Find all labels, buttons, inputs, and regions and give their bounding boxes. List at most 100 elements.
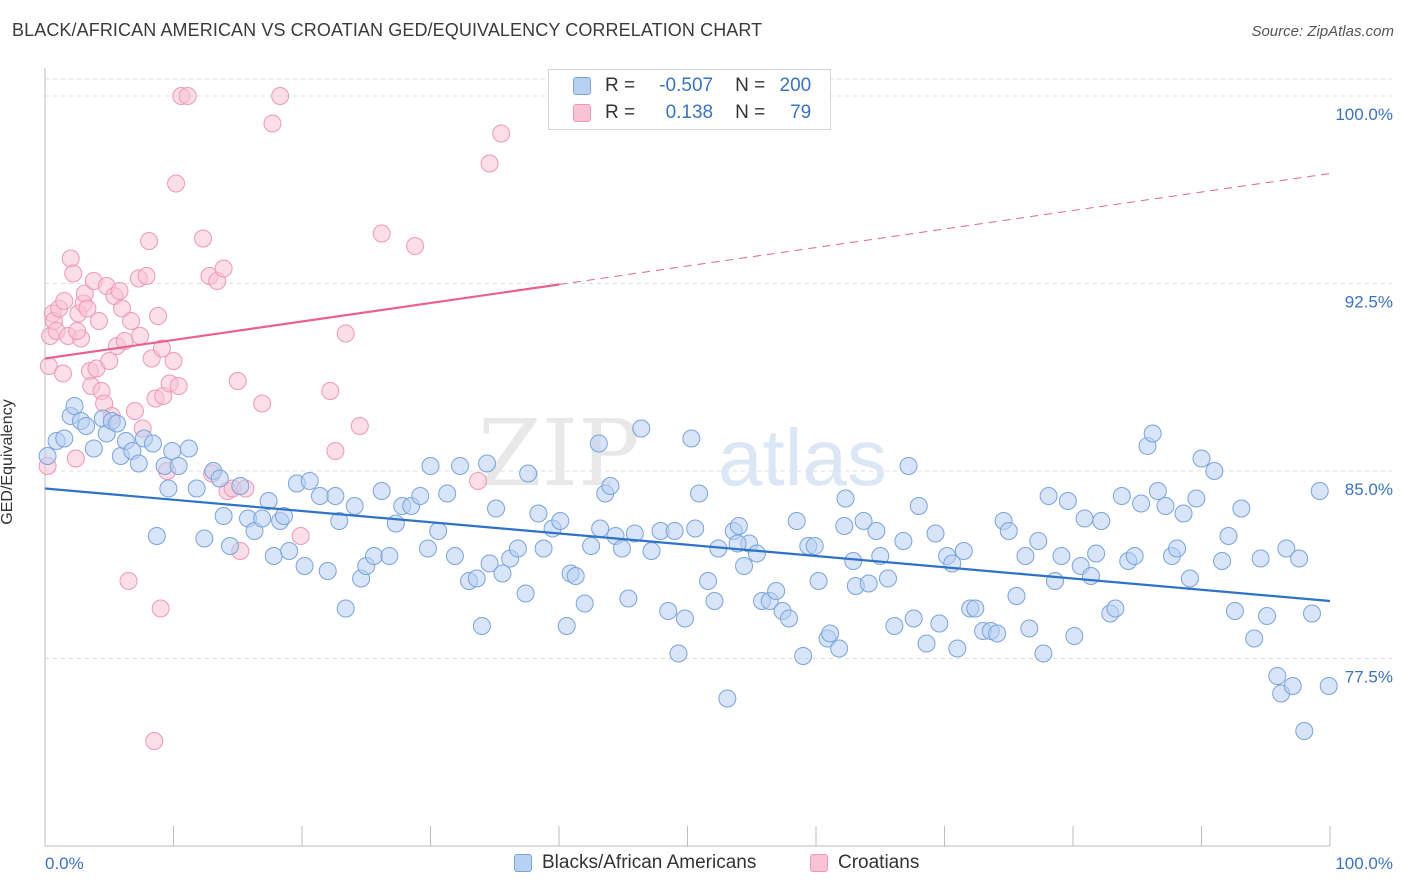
chart-title: BLACK/AFRICAN AMERICAN VS CROATIAN GED/E… <box>12 20 763 40</box>
blue-point <box>948 639 967 658</box>
y-tick-label: 77.5% <box>1345 668 1393 687</box>
blue-point <box>836 489 855 508</box>
blue-point <box>747 544 766 563</box>
blue-point <box>551 512 570 530</box>
blue-point <box>214 507 233 525</box>
blue-point <box>619 589 638 608</box>
pink-point <box>122 312 141 330</box>
blue-point <box>1303 604 1322 623</box>
blue-point <box>529 504 548 523</box>
blue-point <box>65 397 84 415</box>
pink-point <box>53 364 72 383</box>
pink-point <box>291 527 310 545</box>
blue-point <box>275 507 294 525</box>
blue-point <box>253 509 272 528</box>
blue-point <box>966 599 985 618</box>
blue-point <box>508 539 527 558</box>
blue-point <box>859 574 878 593</box>
pink-point <box>228 372 247 390</box>
legend-row-blue: R = -0.507 N = 200 <box>573 74 811 98</box>
blue-point <box>794 647 813 665</box>
blue-point <box>1112 487 1131 505</box>
pink-point <box>100 352 119 370</box>
blue-point <box>591 519 610 538</box>
blue-point <box>187 479 206 498</box>
blue-point <box>1058 492 1077 510</box>
blue-point <box>1034 644 1053 663</box>
blue-point <box>1251 549 1270 568</box>
blue-point <box>418 539 437 558</box>
blue-point <box>735 557 754 575</box>
blue-point <box>917 634 936 653</box>
blue-point <box>1132 494 1151 513</box>
blue-point <box>1039 487 1058 505</box>
pink-point <box>167 174 186 193</box>
blue-point <box>487 499 506 518</box>
blue-point <box>179 439 198 458</box>
tick-labels: 100.0% 92.5% 85.0% 77.5% 0.0% 100.0% <box>45 105 1393 873</box>
blue-point <box>575 594 594 613</box>
y-tick-label: 92.5% <box>1345 293 1393 312</box>
blue-point <box>787 512 806 530</box>
blue-point <box>805 537 824 555</box>
blue-point <box>878 569 897 588</box>
blue-point <box>1075 509 1094 528</box>
legend-r-value-blue: -0.507 <box>659 75 714 96</box>
legend-r-value-pink: 0.138 <box>665 102 714 123</box>
bottom-legend-swatch-pink <box>810 854 828 872</box>
legend-swatch-pink <box>573 104 591 122</box>
series-blacks-african-americans <box>38 397 1338 740</box>
blue-point <box>330 512 349 530</box>
pink-point <box>321 382 340 400</box>
blue-point <box>386 514 405 533</box>
pink-point <box>119 572 138 590</box>
blue-point <box>1020 619 1039 638</box>
blue-point <box>1277 539 1296 558</box>
trend-line-pink-extrapolated <box>558 173 1331 285</box>
pink-point <box>194 229 213 248</box>
blue-point <box>326 487 345 505</box>
blue-point <box>1029 532 1048 550</box>
blue-point <box>705 592 724 610</box>
blue-point <box>1087 544 1106 563</box>
blue-point <box>55 429 74 448</box>
blue-point <box>566 567 585 585</box>
correlation-legend: R = -0.507 N = 200 R = 0.138 N = 79 <box>548 69 831 130</box>
blue-point <box>445 547 464 565</box>
blue-point <box>926 524 945 543</box>
blue-point <box>345 497 364 515</box>
blue-point <box>143 434 162 453</box>
blue-point <box>665 522 684 540</box>
bottom-legend-swatch-blue <box>514 854 532 872</box>
blue-point <box>659 602 678 620</box>
blue-point <box>438 484 457 503</box>
blue-point <box>467 569 486 588</box>
blue-point <box>885 617 904 635</box>
series-croatians <box>38 87 511 750</box>
pink-point <box>151 599 170 618</box>
blue-point <box>159 479 178 498</box>
blue-point <box>195 529 214 548</box>
blue-point <box>867 522 886 540</box>
blue-point <box>988 624 1007 643</box>
blue-point <box>1245 629 1264 648</box>
blue-point <box>686 519 705 538</box>
blue-point <box>582 537 601 555</box>
pink-point <box>61 249 80 268</box>
blue-point <box>675 609 694 628</box>
blue-point <box>1052 547 1071 565</box>
pink-point <box>68 322 87 340</box>
blue-point <box>835 517 854 535</box>
blue-point <box>129 454 148 473</box>
blue-point <box>1016 547 1035 565</box>
blue-point <box>210 469 229 488</box>
pink-point <box>137 267 156 285</box>
legend-n-value-pink: 79 <box>790 102 812 123</box>
blue-point <box>1092 512 1111 530</box>
blue-point <box>336 599 355 618</box>
pink-point <box>372 224 391 243</box>
blue-point <box>478 454 497 473</box>
blue-point <box>1213 552 1232 570</box>
blue-point <box>1290 549 1309 568</box>
blue-point <box>632 419 651 438</box>
